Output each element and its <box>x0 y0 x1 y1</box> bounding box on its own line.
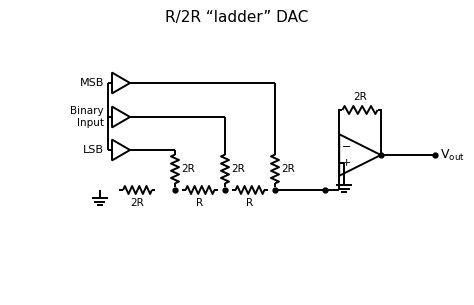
Text: R/2R “ladder” DAC: R/2R “ladder” DAC <box>165 10 309 25</box>
Text: R: R <box>246 198 254 208</box>
Text: +: + <box>341 158 351 168</box>
Text: R: R <box>196 198 203 208</box>
Text: Binary
Input: Binary Input <box>70 106 104 128</box>
Text: 2R: 2R <box>281 164 295 174</box>
Text: V$_{\mathsf{out}}$: V$_{\mathsf{out}}$ <box>440 147 465 163</box>
Text: LSB: LSB <box>83 145 104 155</box>
Text: 2R: 2R <box>181 164 195 174</box>
Text: 2R: 2R <box>131 198 145 208</box>
Text: 2R: 2R <box>231 164 245 174</box>
Text: MSB: MSB <box>80 78 104 88</box>
Text: −: − <box>341 142 351 152</box>
Text: 2R: 2R <box>353 92 367 102</box>
